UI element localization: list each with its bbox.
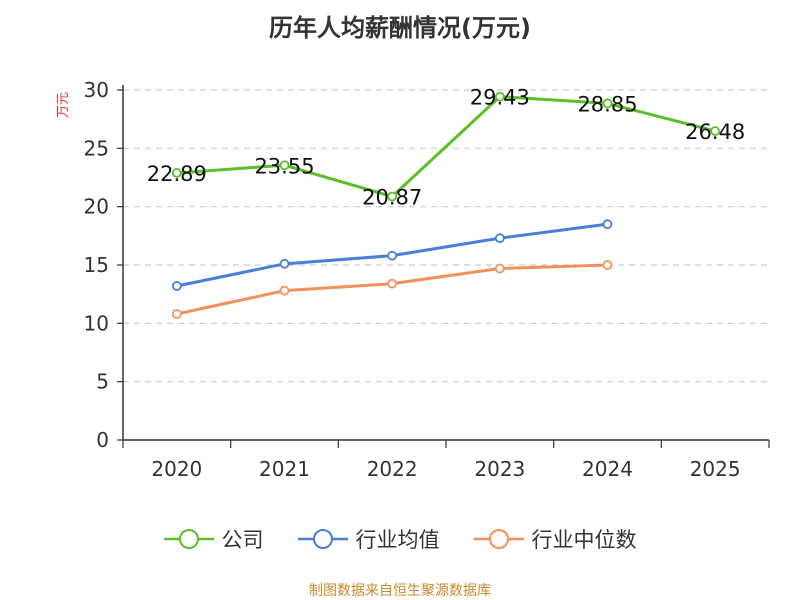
y-tick-label: 30: [84, 78, 109, 102]
data-point: [494, 91, 505, 102]
data-point: [279, 160, 290, 171]
data-point: [494, 263, 505, 274]
x-tick-label: 2025: [690, 457, 741, 481]
x-tick-label: 2022: [367, 457, 418, 481]
y-tick-label: 5: [96, 370, 109, 394]
data-point: [279, 258, 290, 269]
data-point: [387, 250, 398, 261]
data-point: [710, 126, 721, 136]
data-point: [602, 98, 613, 109]
data-point: [387, 191, 398, 202]
legend-line-icon: [473, 529, 524, 549]
data-point: [602, 260, 613, 270]
data-label: 29.43: [470, 86, 530, 110]
data-label: 26.48: [685, 120, 745, 144]
legend-label: 行业均值: [355, 528, 440, 552]
legend-line-icon: [163, 529, 214, 549]
data-point: [387, 278, 398, 289]
data-source-note: 制图数据来自恒生聚源数据库: [309, 583, 491, 599]
legend-line-icon: [297, 529, 348, 549]
data-label: 28.85: [577, 92, 637, 116]
series-line: [176, 95, 716, 199]
data-label: 22.89: [147, 162, 207, 186]
y-tick-label: 10: [84, 311, 109, 335]
y-tick-label: 25: [84, 136, 109, 160]
data-point: [171, 281, 182, 291]
legend-label: 公司: [221, 528, 264, 552]
legend-label: 行业中位数: [531, 528, 637, 552]
data-label: 23.55: [254, 154, 314, 178]
data-point: [171, 168, 182, 178]
x-tick-label: 2021: [259, 457, 310, 481]
legend: 公司 行业均值 行业中位数: [0, 524, 800, 554]
data-point: [494, 233, 505, 244]
legend-item-industry-median[interactable]: 行业中位数: [473, 524, 637, 554]
legend-item-company[interactable]: 公司: [163, 524, 264, 554]
x-tick-label: 2024: [582, 457, 633, 481]
chart-title: 历年人均薪酬情况(万元): [269, 14, 531, 42]
data-label: 20.87: [362, 186, 422, 210]
x-tick-label: 2020: [151, 457, 202, 481]
legend-item-industry-avg[interactable]: 行业均值: [297, 524, 440, 554]
x-tick-label: 2023: [474, 457, 525, 481]
y-tick-label: 15: [84, 253, 109, 277]
data-point: [279, 285, 290, 296]
y-tick-label: 20: [84, 195, 109, 219]
data-point: [171, 309, 182, 319]
y-tick-label: 0: [96, 428, 109, 452]
data-point: [602, 219, 613, 230]
